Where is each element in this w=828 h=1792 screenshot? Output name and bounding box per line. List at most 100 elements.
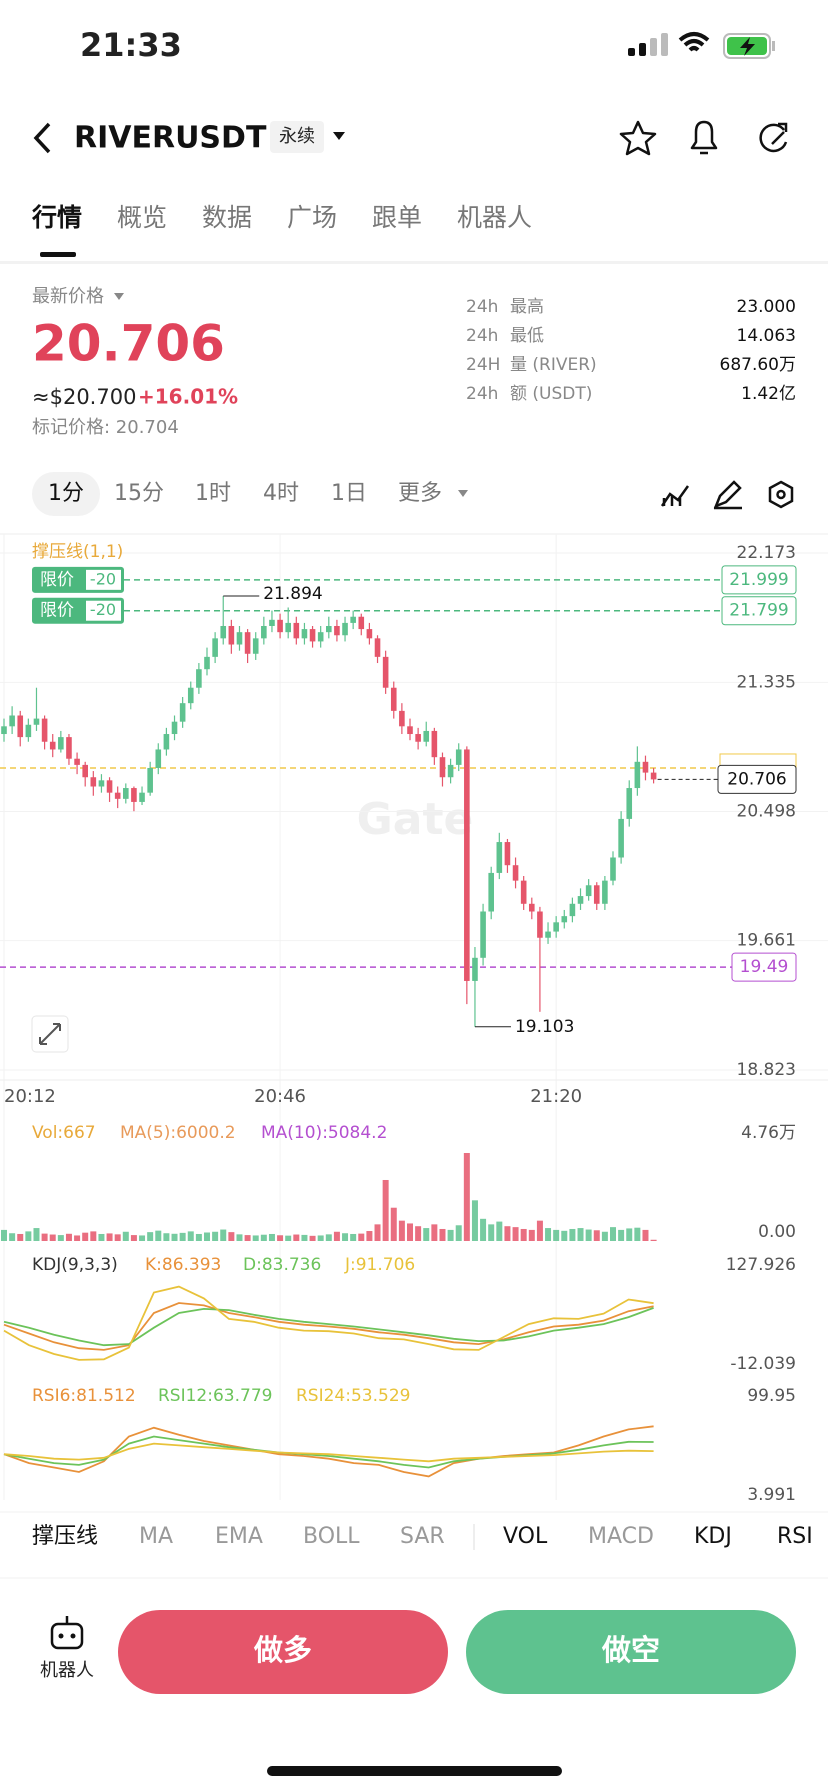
stat-value: 23.000 bbox=[737, 297, 796, 317]
volume-bar bbox=[626, 1228, 633, 1241]
order-offset: -20 bbox=[90, 600, 116, 619]
series-label: J:91.706 bbox=[344, 1255, 415, 1275]
volume-bar bbox=[220, 1229, 227, 1241]
last-price-tag bbox=[717, 764, 797, 794]
timeframe[interactable]: 1分 bbox=[48, 481, 84, 506]
indicator-icon[interactable] bbox=[660, 485, 690, 507]
long-button[interactable] bbox=[118, 1610, 448, 1694]
timeframe[interactable]: 1时 bbox=[195, 481, 231, 506]
volume-bar bbox=[423, 1228, 430, 1241]
candle-body bbox=[285, 622, 291, 633]
candle-body bbox=[212, 638, 218, 657]
indicator-tab[interactable]: VOL bbox=[503, 1524, 548, 1549]
volume-bar bbox=[212, 1231, 219, 1241]
candle-body bbox=[374, 638, 381, 657]
price-line-tag bbox=[731, 952, 797, 982]
volume-bar bbox=[98, 1233, 105, 1241]
stat-label: 额 (USDT) bbox=[510, 384, 592, 404]
candle-body bbox=[618, 818, 624, 858]
volume-bar bbox=[642, 1229, 649, 1241]
volume-bar bbox=[41, 1233, 48, 1241]
volume-label: Vol:667 bbox=[32, 1123, 96, 1143]
candle-body bbox=[480, 911, 486, 958]
dropdown[interactable] bbox=[333, 132, 345, 140]
indicator-tab[interactable]: RSI bbox=[777, 1524, 813, 1549]
indicator-tab[interactable]: EMA bbox=[215, 1524, 263, 1549]
volume-bar bbox=[204, 1232, 210, 1241]
share-icon[interactable] bbox=[759, 122, 788, 153]
mark-price: 标记价格: 20.704 bbox=[32, 417, 179, 438]
timeframe[interactable]: 15分 bbox=[114, 481, 164, 506]
volume-bar bbox=[17, 1233, 24, 1241]
tab[interactable]: 机器人 bbox=[457, 203, 532, 232]
volume-bar bbox=[504, 1226, 511, 1241]
volume-bar bbox=[374, 1224, 381, 1241]
bell-icon[interactable] bbox=[690, 120, 718, 155]
volume-bar bbox=[49, 1234, 56, 1241]
candle-body bbox=[66, 737, 72, 759]
volume-bar bbox=[155, 1230, 162, 1241]
timeframe[interactable]: 1日 bbox=[331, 481, 367, 506]
candle-body bbox=[415, 734, 421, 742]
volume-bar bbox=[179, 1232, 186, 1241]
indicator-tab[interactable]: KDJ bbox=[694, 1524, 732, 1549]
indicator-label: 撑压线(1,1) bbox=[32, 542, 123, 562]
volume-bar bbox=[244, 1235, 251, 1241]
price-label-arrow bbox=[114, 293, 124, 300]
chart: 22.173 21.335 20.498 19.661 18.823 20:12 20:46… bbox=[0, 534, 828, 1505]
volume-bar bbox=[536, 1220, 543, 1241]
candle-body bbox=[512, 865, 519, 881]
tab[interactable]: 行情 bbox=[31, 203, 82, 232]
volume-bar bbox=[325, 1234, 332, 1241]
settings-icon[interactable] bbox=[768, 480, 794, 509]
volume-bar bbox=[147, 1232, 154, 1241]
volume-bar bbox=[285, 1235, 292, 1241]
candle-body bbox=[642, 761, 649, 773]
candle-body bbox=[496, 842, 503, 873]
timeframe[interactable]: 更多 bbox=[398, 481, 442, 506]
stat-label: 最高 bbox=[510, 297, 544, 317]
price-line-label: 19.49 bbox=[740, 957, 789, 977]
timeframe[interactable]: 4时 bbox=[263, 481, 299, 506]
indicator-tab[interactable]: MACD bbox=[588, 1524, 654, 1549]
volume-bar bbox=[268, 1233, 275, 1241]
order-price-tag bbox=[721, 596, 797, 626]
draw-icon[interactable] bbox=[713, 480, 742, 510]
candle-body bbox=[366, 629, 373, 639]
volume-bar bbox=[163, 1233, 170, 1241]
tab[interactable]: 概览 bbox=[117, 203, 167, 232]
indicator-tab[interactable]: MA bbox=[139, 1524, 173, 1549]
robot-icon[interactable] bbox=[50, 1616, 84, 1650]
candle-body bbox=[577, 896, 584, 904]
short-button[interactable] bbox=[466, 1610, 796, 1694]
candle-body bbox=[82, 764, 88, 778]
badge-bg bbox=[270, 121, 324, 153]
tab[interactable]: 广场 bbox=[287, 203, 337, 232]
candle-body bbox=[399, 710, 405, 727]
volume-bar bbox=[415, 1226, 422, 1241]
candle-body bbox=[49, 741, 56, 750]
candle-body bbox=[41, 718, 48, 742]
indicator-tab[interactable]: 撑压线 bbox=[32, 1524, 98, 1549]
indicator-tab[interactable]: SAR bbox=[400, 1524, 445, 1549]
back-button[interactable] bbox=[33, 122, 51, 154]
volume-bar bbox=[317, 1235, 324, 1241]
timeframes: 1分 15分 1时 4时 1日 更多 bbox=[48, 481, 442, 506]
y-tick-label: 21.335 bbox=[737, 672, 796, 692]
more-arrow bbox=[458, 490, 468, 497]
last-price-label: 20.706 bbox=[727, 769, 786, 789]
star-icon[interactable] bbox=[619, 120, 657, 156]
tab[interactable]: 数据 bbox=[202, 203, 252, 232]
price-label: 最新价格 bbox=[32, 286, 104, 307]
candle-body bbox=[106, 780, 113, 793]
status-icons bbox=[628, 32, 775, 59]
volume-bar bbox=[480, 1218, 487, 1241]
tab[interactable]: 跟单 bbox=[372, 203, 422, 232]
indicator-tab[interactable]: BOLL bbox=[303, 1524, 360, 1549]
volume-bar bbox=[455, 1225, 462, 1241]
timeframe-pill bbox=[32, 472, 100, 516]
volume-bar bbox=[252, 1235, 259, 1241]
candle-body bbox=[244, 632, 251, 654]
candle-body bbox=[9, 715, 15, 727]
stat-value: 687.60万 bbox=[720, 355, 796, 375]
